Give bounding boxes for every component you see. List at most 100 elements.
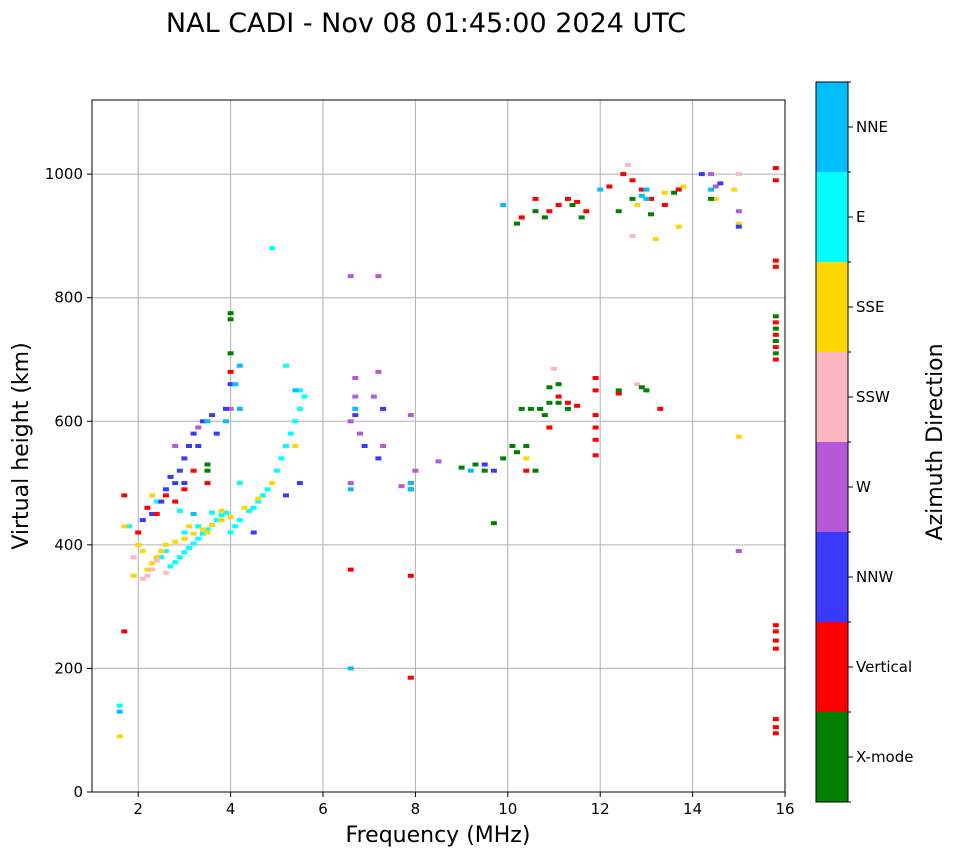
data-point — [407, 413, 414, 418]
data-point — [648, 196, 654, 201]
data-point — [772, 717, 779, 722]
data-point — [500, 456, 507, 461]
data-point — [158, 499, 165, 504]
data-point — [532, 209, 539, 214]
x-tick-label: 12 — [591, 800, 610, 818]
data-point — [555, 400, 562, 405]
data-point — [735, 221, 742, 226]
data-point — [772, 725, 779, 730]
data-point — [172, 560, 179, 565]
data-point — [708, 172, 715, 177]
data-point — [116, 709, 123, 714]
data-point — [481, 468, 488, 473]
data-point — [130, 573, 137, 578]
data-point — [509, 444, 516, 448]
data-point — [172, 481, 179, 486]
data-point — [121, 629, 128, 634]
y-tick-label: 1000 — [45, 165, 83, 183]
data-point — [190, 512, 197, 516]
data-point — [199, 531, 206, 536]
data-point — [236, 363, 243, 368]
data-point — [153, 558, 160, 563]
colorbar-swatch — [816, 352, 848, 442]
colorbar-category-label: X-mode — [856, 748, 913, 766]
data-point — [375, 274, 382, 279]
data-point — [204, 530, 211, 535]
data-point — [357, 431, 363, 436]
series-nne — [116, 187, 715, 714]
data-point — [735, 224, 742, 229]
data-point — [375, 369, 382, 374]
data-point — [481, 462, 488, 467]
data-point — [578, 215, 585, 220]
data-point — [218, 508, 225, 513]
data-point — [634, 203, 641, 207]
data-point — [223, 419, 229, 424]
series-e — [116, 246, 308, 708]
data-point — [209, 510, 216, 515]
data-point — [227, 530, 234, 535]
y-tick-label: 0 — [73, 783, 83, 801]
data-point — [347, 487, 354, 492]
data-point — [176, 508, 183, 513]
data-point — [352, 406, 359, 411]
data-point — [458, 465, 465, 470]
data-point — [199, 419, 206, 424]
data-point — [629, 178, 636, 183]
y-tick-label: 400 — [54, 536, 83, 554]
x-tick-label: 8 — [411, 800, 421, 818]
data-point — [435, 459, 442, 464]
data-point — [634, 382, 641, 387]
data-point — [708, 196, 715, 201]
data-point — [162, 487, 169, 492]
data-point — [523, 444, 530, 448]
data-point — [731, 187, 738, 192]
data-point — [606, 184, 613, 189]
data-point — [209, 523, 216, 528]
data-point — [772, 264, 779, 269]
data-point — [116, 734, 123, 739]
x-axis-label: Frequency (MHz) — [346, 823, 531, 848]
data-point — [246, 508, 253, 513]
data-point — [347, 481, 354, 486]
data-point — [361, 444, 368, 448]
x-tick-label: 16 — [775, 800, 794, 818]
data-point — [643, 187, 650, 192]
data-point — [190, 531, 197, 536]
data-point — [236, 518, 243, 523]
data-point — [162, 549, 169, 553]
data-point — [597, 187, 604, 192]
data-point — [638, 193, 645, 198]
data-point — [250, 530, 257, 535]
colorbar-category-label: SSW — [856, 388, 890, 406]
data-point — [772, 629, 779, 634]
data-point — [564, 196, 571, 201]
data-point — [772, 314, 779, 319]
data-point — [347, 274, 354, 279]
data-point — [186, 545, 192, 550]
data-point — [121, 493, 128, 498]
data-point — [643, 388, 650, 393]
data-point — [296, 481, 303, 486]
data-point — [735, 172, 742, 177]
data-point — [135, 542, 142, 547]
data-point — [204, 468, 211, 473]
data-point — [176, 555, 183, 560]
data-point — [592, 388, 599, 393]
data-point — [162, 542, 169, 547]
data-points — [116, 162, 779, 739]
data-point — [162, 570, 169, 575]
data-point — [126, 524, 132, 529]
series-x-mode — [204, 190, 779, 526]
data-point — [347, 666, 354, 671]
data-point — [518, 406, 525, 411]
data-point — [236, 481, 243, 486]
data-point — [269, 246, 276, 251]
data-point — [514, 221, 520, 226]
data-point — [551, 366, 557, 371]
data-point — [772, 646, 779, 651]
data-point — [772, 345, 779, 350]
data-point — [467, 468, 474, 473]
data-point — [546, 400, 553, 405]
data-point — [255, 496, 262, 501]
